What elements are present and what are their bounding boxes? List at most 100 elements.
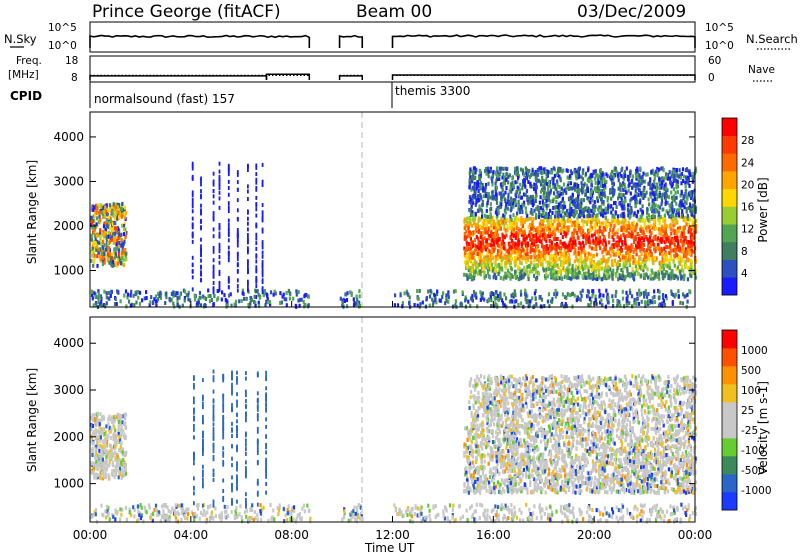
power-cell xyxy=(622,225,625,230)
power-cell xyxy=(535,207,538,211)
power-cell xyxy=(479,269,482,274)
power-cell xyxy=(674,190,677,195)
power-cell xyxy=(584,241,588,246)
power-cell xyxy=(581,177,585,182)
power-cell xyxy=(643,254,646,259)
power-cell xyxy=(481,291,484,296)
power-cell xyxy=(617,250,620,255)
power-cell xyxy=(665,186,668,191)
power-cell xyxy=(627,224,630,229)
power-cell xyxy=(574,250,577,255)
power-cell xyxy=(689,208,692,213)
power-cell xyxy=(494,260,497,265)
power-cell xyxy=(569,270,572,275)
power-cell xyxy=(556,182,559,187)
power-cell xyxy=(603,179,606,184)
power-cell xyxy=(585,263,588,268)
power-cell xyxy=(538,254,541,259)
power-cell xyxy=(191,262,194,267)
power-cell xyxy=(634,170,637,175)
power-cell xyxy=(694,219,697,223)
power-cell xyxy=(612,252,615,257)
power-cell xyxy=(682,292,685,297)
power-cell xyxy=(247,248,249,253)
velocity-cell xyxy=(220,511,223,516)
power-cell xyxy=(553,173,556,178)
power-cell xyxy=(98,294,101,299)
power-cell xyxy=(577,197,580,202)
power-cell xyxy=(91,253,94,258)
power-cell xyxy=(635,192,638,196)
power-cell xyxy=(584,251,587,255)
power-cell xyxy=(530,173,533,178)
power-cell xyxy=(550,263,553,268)
power-cell xyxy=(561,235,564,239)
power-cell xyxy=(500,241,504,246)
power-cell xyxy=(674,249,677,253)
power-cell xyxy=(682,202,685,207)
power-cell xyxy=(515,226,518,231)
power-cell xyxy=(471,217,474,222)
power-cell xyxy=(470,195,474,200)
power-cell xyxy=(212,258,215,263)
power-cell xyxy=(484,255,487,260)
power-cell xyxy=(515,299,518,304)
power-cell xyxy=(595,241,599,246)
power-cell xyxy=(454,299,457,304)
power-cell xyxy=(114,236,117,240)
power-cell xyxy=(255,180,258,185)
power-cell xyxy=(519,254,522,258)
power-cell xyxy=(90,290,94,294)
power-cell xyxy=(692,241,695,246)
power-cell xyxy=(113,302,117,307)
power-cell xyxy=(661,180,664,185)
power-cell xyxy=(510,232,513,237)
power-cell xyxy=(581,264,584,269)
power-cell xyxy=(598,243,601,248)
power-cell xyxy=(516,252,519,257)
power-cell xyxy=(479,259,482,264)
power-cell xyxy=(477,241,480,246)
power-cell xyxy=(138,301,142,306)
power-cell xyxy=(626,273,629,278)
power-cell xyxy=(651,239,654,244)
power-cell xyxy=(537,178,540,183)
power-cell xyxy=(591,173,594,178)
power-cell xyxy=(604,210,607,215)
power-cell xyxy=(469,175,472,180)
power-cell xyxy=(447,299,450,304)
power-cell xyxy=(660,270,663,275)
power-cell xyxy=(468,273,471,278)
power-cell xyxy=(200,178,202,183)
power-cell xyxy=(495,208,498,213)
power-cell xyxy=(599,229,602,234)
power-cell xyxy=(197,300,200,305)
power-cell xyxy=(445,295,448,300)
power-cell xyxy=(524,193,527,197)
power-cell xyxy=(556,194,559,199)
power-cell xyxy=(692,235,695,240)
power-cell xyxy=(624,174,627,178)
power-cell xyxy=(516,180,519,185)
power-cell xyxy=(531,241,534,245)
power-cell xyxy=(675,274,678,279)
power-cell xyxy=(95,208,98,213)
cpid-mode-1: normalsound (fast) 157 xyxy=(94,92,235,106)
power-cell xyxy=(471,268,474,273)
power-cell xyxy=(543,214,546,219)
power-cell xyxy=(474,190,477,195)
power-cell xyxy=(99,236,102,241)
power-cell xyxy=(681,226,684,231)
power-cell xyxy=(97,297,100,302)
power-cell xyxy=(523,173,526,177)
power-cell xyxy=(95,222,98,227)
power-cell xyxy=(552,181,555,186)
power-cell xyxy=(534,252,537,257)
power-cell xyxy=(95,216,99,221)
power-cell xyxy=(527,243,530,248)
power-cell xyxy=(489,292,492,297)
power-cell xyxy=(562,251,565,256)
power-cell xyxy=(121,244,124,249)
power-cell xyxy=(558,276,561,281)
power-cell xyxy=(165,291,168,296)
